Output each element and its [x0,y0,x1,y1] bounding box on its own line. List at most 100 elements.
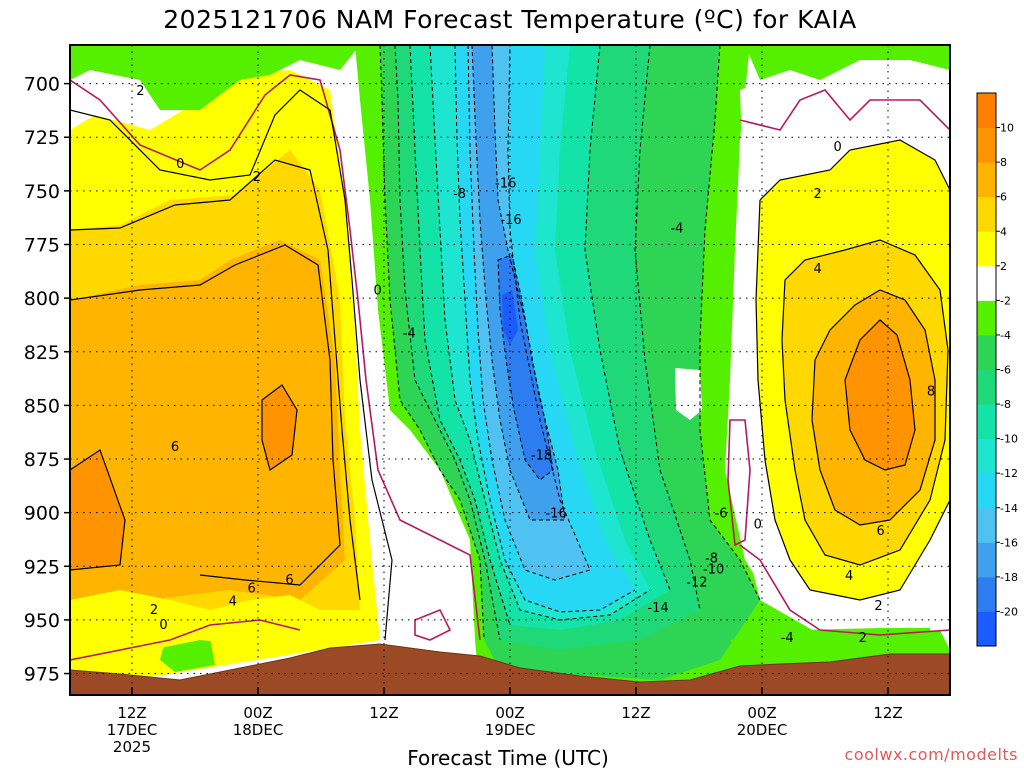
colorbar-swatch [977,196,996,232]
contour-minus10 [429,45,651,621]
contour-2-left [70,89,393,641]
x-axis-label: Forecast Time (UTC) [407,746,609,768]
contour-minus8 [409,45,511,626]
colorbar-tick-label: 2 [1000,260,1007,273]
x-tick-label: 00Z [747,704,776,722]
contour-minus14 [467,45,591,581]
colorbar-tick-label: -20 [1000,605,1018,618]
y-tick-label: 750 [24,181,60,203]
colorbar-swatch [977,473,996,509]
cold-region-minus16 [472,45,565,520]
colorbar-swatch [977,265,996,301]
warm-region-right-8 [845,320,915,470]
contour-label: 2 [150,603,158,618]
contour-label: 8 [927,384,935,399]
contour-label: 2 [874,599,882,614]
contour-label: 4 [814,262,822,277]
contour-label: -6 [715,507,728,522]
y-tick-label: 725 [24,127,60,149]
contour-label: -8 [705,552,718,567]
warm-region-left-8a [70,450,125,570]
contour-2-right [759,139,950,201]
x-tick-label: 17DEC [107,721,158,739]
contour-label: 0 [754,517,762,532]
contour-label: -16 [546,507,567,522]
x-tick-label: 12Z [117,704,146,722]
colorbar-tick-label: 8 [1000,156,1007,169]
contour-4-left [70,159,361,601]
colorbar: -20 -18 -16 -14 -12 -10 -8 -6 -4 -2 2 4 6 8 10 [976,92,1018,647]
colorbar-tick-label: -16 [1000,536,1018,549]
contour-minus6-right [634,45,701,611]
contour-label: 0 [159,618,167,633]
contour-label: -12 [686,575,707,590]
contour-label: -4 [403,326,416,341]
contour-label: 6 [171,440,179,455]
colorbar-swatch [977,162,996,198]
cold-region-minus14 [468,45,590,580]
contour-minus8-right [584,45,671,591]
contour-6-right [811,289,936,526]
contour-minus4-right [699,45,761,601]
contour-6-left [70,244,341,586]
colorbar-swatch [977,93,996,129]
colorbar-tick-label: -18 [1000,571,1018,584]
colorbar-swatch [977,300,996,336]
cold-region-minus20 [502,290,518,345]
x-tick-label: 12Z [873,704,902,722]
x-tick-label: 12Z [369,704,398,722]
colorbar-swatch [977,231,996,267]
colorbar-swatch [977,576,996,612]
y-tick-label: 775 [24,235,60,257]
colorbar-tick-label: -2 [1000,294,1011,307]
x-tick-label: 12Z [621,704,650,722]
colorbar-swatch [977,507,996,543]
contour-label: 6 [877,524,885,539]
contour-8-left [261,384,298,471]
contour-label: 0 [374,284,382,299]
y-tick-label: 900 [24,503,60,525]
contour-4-right [781,239,949,566]
contour-label: -16 [500,213,521,228]
colorbar-tick-label: -12 [1000,467,1018,480]
contour-minus16 [471,45,566,521]
contour-label: 2 [814,187,822,202]
contour-zero-right [739,89,950,131]
y-axis: 700 725 750 775 800 825 850 875 900 925 950 975 [24,74,70,686]
contour-minus18 [497,254,554,481]
contour-label: 6 [248,582,256,597]
y-tick-label: 975 [24,664,60,686]
contour-label: 4 [845,569,853,584]
contour-label: 0 [176,157,184,172]
chart-title: 2025121706 NAM Forecast Temperature (ºC)… [163,5,856,34]
colorbar-tick-label: -6 [1000,364,1011,377]
y-tick-label: 850 [24,395,60,417]
contour-8-right [844,319,916,471]
contour-label: -8 [453,187,466,202]
colorbar-swatch [977,127,996,163]
colorbar-tick-label: -8 [1000,398,1011,411]
contour-label: 6 [285,573,293,588]
x-tick-label: 20DEC [737,721,788,739]
warm-region-left-6 [70,240,345,610]
contour-minus6 [394,45,501,641]
credit-text: coolwx.com/modelts [845,745,1018,764]
contour-label: -18 [531,449,552,464]
y-tick-label: 875 [24,449,60,471]
contour-minus12 [454,45,636,613]
x-tick-label: 2025 [113,738,151,756]
contour-label: 4 [229,595,237,610]
contour-label: -4 [670,221,683,236]
x-tick-label: 19DEC [485,721,536,739]
contour-label: 2 [859,631,867,646]
y-tick-label: 700 [24,74,60,96]
contour-label: -14 [647,601,668,616]
x-tick-label: 18DEC [233,721,284,739]
colorbar-swatch [977,369,996,405]
colorbar-tick-label: 4 [1000,225,1007,238]
colorbar-tick-label: -4 [1000,329,1011,342]
colorbar-tick-label: -14 [1000,502,1018,515]
